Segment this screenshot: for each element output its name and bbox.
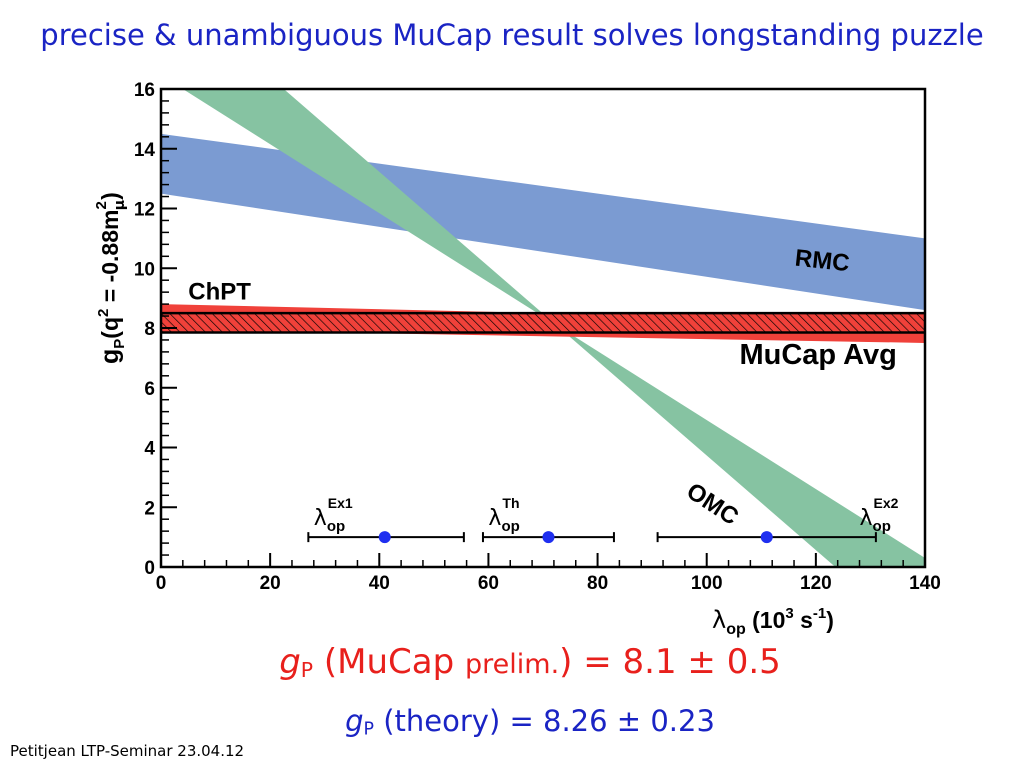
lambda-symbol: λ [314,506,327,531]
x-tick-label: 100 [691,573,723,594]
gp-symbol: g [279,642,301,682]
gp-subscript: P [300,658,314,683]
x-axis-units: (10 [746,607,786,633]
x-axis-units2: s [794,607,813,633]
x-tick-label: 40 [369,573,390,594]
y-axis-text2: = -0.88m [97,210,123,309]
x-axis-symbol: λ [712,606,726,634]
y-axis-text: (q [97,317,123,339]
data-point-1 [307,531,465,544]
data-point-2 [481,531,615,544]
y-axis-exponent: 2 [95,309,112,317]
x-axis-exponent: 3 [785,605,793,622]
y-tick-label: 6 [144,379,155,400]
point-marker [378,531,391,544]
x-tick-label: 140 [909,573,941,594]
lambda-symbol: λ [488,506,501,531]
y-axis-subscript2: μ [112,200,128,210]
y-tick-label: 10 [134,259,155,280]
y-tick-label: 4 [144,439,155,460]
x-axis-subscript: op [726,621,746,638]
x-axis-title: λop (103 s-1) [712,605,834,638]
mucap-open: (MuCap [313,642,466,682]
point-marker [760,531,773,544]
theory-value: (theory) = 8.26 ± 0.23 [374,704,715,738]
rmc-band [161,133,925,311]
point-label-2: λop [488,506,519,535]
x-tick-label: 80 [587,573,608,594]
y-axis-title: gP(q2 = -0.88m2 μ) [93,192,128,364]
y-tick-label: 14 [134,140,156,161]
band-label-rmc: RMC [794,245,851,278]
y-tick-label: 16 [134,80,155,101]
x-tick-label: 0 [156,573,167,594]
band-label-chpt: ChPT [188,279,251,306]
y-tick-label: 12 [134,200,155,221]
lambda-symbol: λ [860,506,873,531]
y-tick-label: 8 [144,319,155,340]
y-axis-close: ) [97,192,123,200]
page-title: precise & unambiguous MuCap result solve… [40,18,984,52]
data-point-3 [656,531,877,544]
x-tick-label: 20 [260,573,281,594]
y-axis-exponent2: 2 [93,201,110,209]
x-axis-exponent2: -1 [813,605,826,622]
mucap-avg-band [161,313,925,333]
lambda-superscript: Ex1 [328,495,353,511]
band-label-mucap-avg: MuCap Avg [739,339,896,371]
x-tick-label: 60 [478,573,499,594]
band-label-omc: OMC [682,478,744,531]
y-tick-label: 2 [144,498,155,519]
mucap-result: gP (MuCap prelim.) = 8.1 ± 0.5 [0,642,1024,682]
x-axis-close: ) [826,607,834,633]
gp-subscript: P [363,719,375,740]
x-tick-label: 120 [800,573,832,594]
y-tick-label: 0 [144,558,155,579]
footer: Petitjean LTP-Seminar 23.04.12 [10,742,245,760]
theory-result: gP (theory) = 8.26 ± 0.23 [0,704,1024,739]
point-marker [542,531,555,544]
lambda-subscript: op [501,518,519,535]
omc-band [182,89,925,567]
lambda-subscript: op [873,518,891,535]
gp-symbol: g [345,704,364,738]
lambda-superscript: Ex2 [874,495,899,511]
point-label-3: λop [860,506,891,535]
mucap-value: ) = 8.1 ± 0.5 [559,642,781,682]
lambda-superscript: Th [502,495,519,511]
point-label-1: λop [314,506,345,535]
y-axis-symbol: g [96,349,124,364]
mucap-qualifier: prelim. [465,649,560,680]
lambda-subscript: op [327,518,345,535]
y-axis-subscript: P [111,339,128,349]
